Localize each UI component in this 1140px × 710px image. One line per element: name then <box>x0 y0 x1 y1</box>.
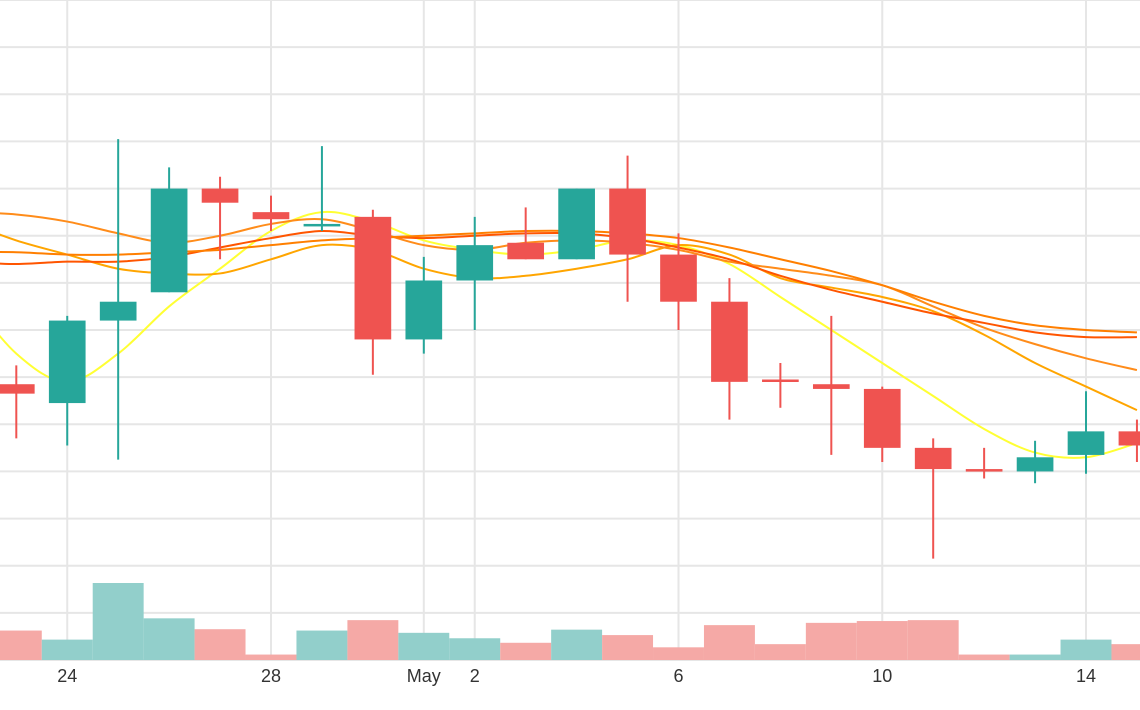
volume-bar <box>1060 639 1112 660</box>
candle-body <box>354 216 392 340</box>
candle <box>1067 391 1105 474</box>
x-tick-label: 2 <box>470 666 480 686</box>
candle-body <box>812 384 850 389</box>
candle <box>48 315 86 446</box>
x-tick-label: 6 <box>673 666 683 686</box>
volume-bar <box>143 618 195 660</box>
candle <box>201 176 239 260</box>
candle <box>99 139 137 460</box>
candle <box>762 363 799 408</box>
candle-body <box>303 223 341 227</box>
moving-average-line <box>0 210 1138 459</box>
volume-bar <box>500 642 552 660</box>
grid <box>0 0 1140 661</box>
volume-bar <box>856 621 908 660</box>
candle <box>660 233 697 330</box>
volume-bar <box>805 622 857 660</box>
candle <box>0 365 35 439</box>
candle-body <box>405 280 443 340</box>
x-tick-label: 24 <box>57 666 77 686</box>
volume-bars <box>0 583 1140 660</box>
candle <box>405 256 443 354</box>
x-tick-label: 14 <box>1076 666 1096 686</box>
candle-body <box>1067 431 1105 455</box>
x-tick-label: 28 <box>261 666 281 686</box>
candle-body <box>201 188 239 203</box>
volume-bar <box>0 630 42 660</box>
volume-bar <box>449 638 501 660</box>
candle <box>252 195 290 231</box>
candles <box>0 139 1140 559</box>
candle <box>711 278 748 420</box>
volume-bar <box>1009 654 1061 660</box>
candle-body <box>1016 457 1054 472</box>
candle-body <box>863 388 901 448</box>
candle-body <box>99 301 137 321</box>
x-tick-label: 10 <box>872 666 892 686</box>
volume-bar <box>92 583 144 660</box>
candle-body <box>456 245 494 281</box>
volume-bar <box>398 632 450 660</box>
candle-body <box>0 384 35 394</box>
volume-bar <box>41 639 93 660</box>
candle <box>558 188 595 260</box>
candle-body <box>711 301 748 382</box>
candle <box>1016 440 1054 484</box>
volume-bar <box>194 629 246 660</box>
candle-body <box>48 320 86 404</box>
candle <box>1118 419 1140 462</box>
candle-body <box>914 447 952 470</box>
candle-body <box>558 188 595 260</box>
volume-bar <box>1111 644 1140 660</box>
volume-bar <box>551 629 603 660</box>
volume-bar <box>245 654 297 660</box>
candle <box>303 146 341 231</box>
volume-bar <box>958 654 1010 660</box>
volume-bar <box>347 620 399 660</box>
volume-bar <box>754 644 806 660</box>
x-tick-label: May <box>407 666 441 686</box>
candle-body <box>762 379 799 382</box>
candle <box>150 167 188 293</box>
candle-body <box>965 469 1003 472</box>
candle <box>456 216 494 330</box>
candle <box>609 155 646 302</box>
candle <box>863 386 901 462</box>
candle <box>354 209 392 375</box>
candle-body <box>609 188 646 255</box>
volume-bar <box>602 635 654 660</box>
volume-bar <box>296 630 348 660</box>
volume-bar <box>907 620 959 660</box>
x-axis-tick-labels: 24 28 May 2 6 10 14 <box>57 666 1096 686</box>
candle-body <box>660 254 697 302</box>
candle <box>914 438 952 559</box>
candle <box>507 207 545 260</box>
candle <box>812 315 850 455</box>
volume-bar <box>653 647 704 660</box>
candle-body <box>507 242 545 260</box>
candle-body <box>150 188 188 293</box>
candle-body <box>1118 431 1140 446</box>
candle-body <box>252 212 290 220</box>
volume-bar <box>703 625 755 660</box>
candle <box>965 447 1003 479</box>
